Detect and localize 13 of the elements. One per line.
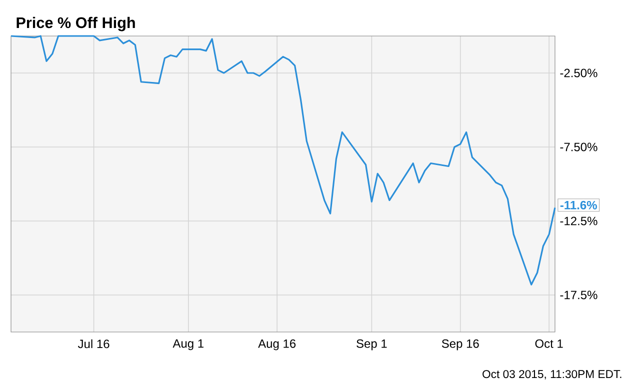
y-tick-label: -12.5% bbox=[560, 216, 598, 226]
x-tick-label: Sep 16 bbox=[442, 339, 479, 350]
x-tick-label: Jul 16 bbox=[78, 339, 110, 348]
y-tick-label: -7.50% bbox=[560, 142, 598, 152]
x-tick-label: Aug 1 bbox=[172, 339, 204, 350]
x-tick-label: Aug 16 bbox=[258, 339, 296, 350]
data-label: -11.6% bbox=[560, 200, 597, 210]
y-tick-label: -2.50% bbox=[560, 68, 598, 78]
text: Oct 03 2015, 11:30PM EDT. bbox=[482, 370, 622, 380]
x-tick-label: Oct 1 bbox=[535, 339, 563, 348]
chart-title: Price % Off High bbox=[16, 16, 135, 32]
y-tick-label: -17.5% bbox=[560, 290, 598, 300]
x-tick-label: Sep 1 bbox=[356, 339, 387, 350]
